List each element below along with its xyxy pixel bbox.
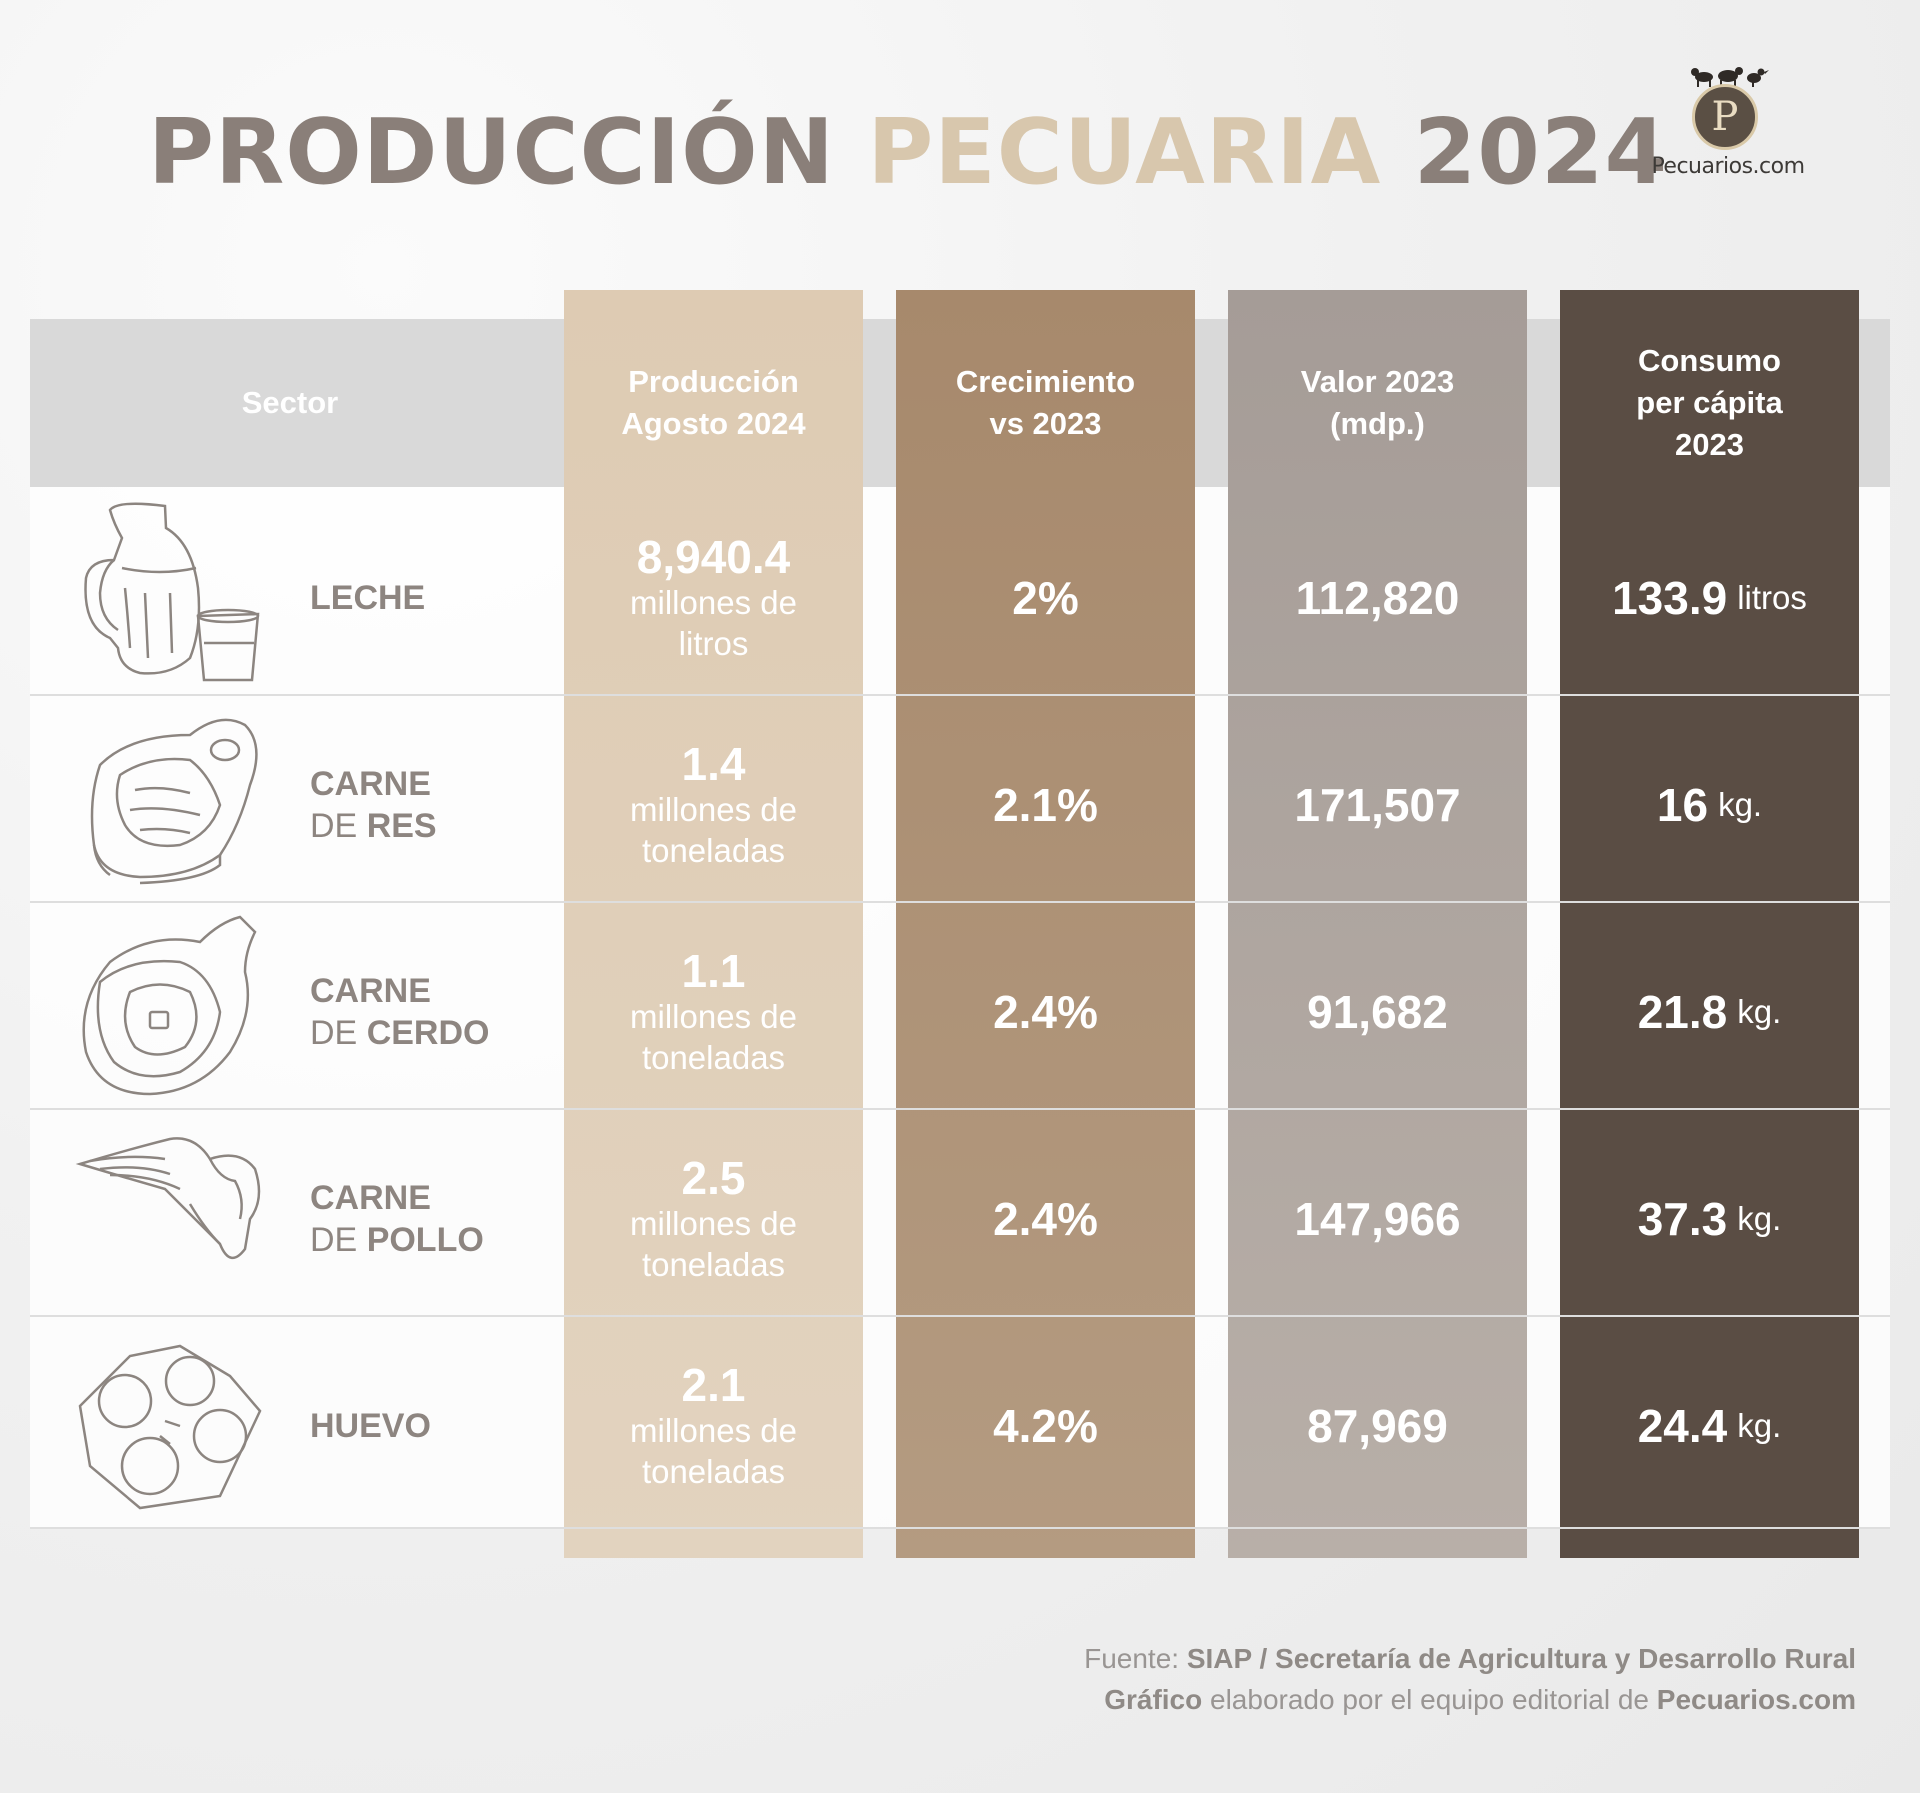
produccion-cell: 1.1 millones de toneladas bbox=[564, 908, 863, 1115]
pecuarios-logo[interactable]: P Pecuarios.com bbox=[1648, 62, 1808, 188]
ham-icon bbox=[82, 915, 257, 1096]
sector-label: LECHE bbox=[310, 494, 560, 701]
produccion-cell: 8,940.4 millones de litros bbox=[564, 494, 863, 701]
crecimiento-value: 2.1% bbox=[993, 778, 1098, 831]
consumo-value: 21.8 bbox=[1637, 985, 1728, 1038]
crecimiento-value: 4.2% bbox=[993, 1399, 1098, 1452]
farm-animals-icon bbox=[1691, 67, 1769, 87]
sector-label: CARNE DE POLLO bbox=[310, 1115, 560, 1322]
column-produccion bbox=[564, 290, 863, 1558]
sector-name-line1: CARNE bbox=[310, 764, 431, 803]
row-divider bbox=[30, 1108, 1890, 1110]
credit-bold: Gráfico bbox=[1104, 1684, 1203, 1715]
produccion-value: 2.1 bbox=[681, 1358, 746, 1411]
row-divider bbox=[30, 901, 1890, 903]
header-produccion: Producción Agosto 2024 bbox=[621, 364, 806, 441]
valor-value: 112,820 bbox=[1295, 571, 1460, 624]
valor-value: 171,507 bbox=[1294, 778, 1461, 831]
valor-value: 147,966 bbox=[1294, 1192, 1461, 1245]
milk-jug-icon bbox=[84, 502, 260, 682]
column-crecimiento bbox=[896, 290, 1195, 1558]
logo-text: Pecuarios.com bbox=[1651, 154, 1805, 179]
consumo-unit: kg. bbox=[1737, 992, 1782, 1030]
consumo-cell: 37.3 kg. bbox=[1560, 1115, 1859, 1322]
column-valor bbox=[1228, 290, 1527, 1558]
crecimiento-value: 2.4% bbox=[993, 985, 1098, 1038]
logo-badge: P bbox=[1692, 84, 1758, 150]
consumo-cell: 133.9 litros bbox=[1560, 494, 1859, 701]
beef-steak-icon bbox=[90, 718, 258, 885]
sector-name: HUEVO bbox=[310, 1406, 431, 1445]
source-line: Fuente: SIAP / Secretaría de Agricultura… bbox=[1084, 1638, 1856, 1679]
valor-value: 87,969 bbox=[1307, 1399, 1448, 1452]
egg-carton-icon bbox=[78, 1344, 262, 1510]
sector-name-line2: DE POLLO bbox=[310, 1220, 484, 1259]
sector-name-line1: CARNE bbox=[310, 1178, 431, 1217]
sector-label: CARNE DE CERDO bbox=[310, 908, 560, 1115]
consumo-value: 133.9 bbox=[1612, 571, 1728, 624]
produccion-unit: millones de litros bbox=[630, 583, 797, 662]
consumo-cell: 21.8 kg. bbox=[1560, 908, 1859, 1115]
title-part-year: 2024 bbox=[1413, 100, 1669, 205]
produccion-value: 8,940.4 bbox=[636, 530, 791, 583]
sector-name-line2: DE CERDO bbox=[310, 1013, 490, 1052]
produccion-unit: millones de toneladas bbox=[630, 1411, 797, 1490]
header-valor: Valor 2023 (mdp.) bbox=[1300, 364, 1455, 441]
consumo-unit: kg. bbox=[1737, 1199, 1782, 1237]
produccion-cell: 1.4 millones de toneladas bbox=[564, 701, 863, 908]
header-sector: Sector bbox=[241, 385, 339, 420]
title-part-pecuaria: PECUARIA bbox=[867, 100, 1382, 205]
consumo-value: 16 bbox=[1656, 778, 1709, 831]
sector-label: CARNE DE RES bbox=[310, 701, 560, 908]
consumo-cell: 16 kg. bbox=[1560, 701, 1859, 908]
title-part-produccion: PRODUCCIÓN bbox=[148, 100, 835, 205]
sector-label: HUEVO bbox=[310, 1322, 560, 1529]
sector-name-line1: CARNE bbox=[310, 971, 431, 1010]
column-consumo bbox=[1560, 290, 1859, 1558]
crecimiento-value: 2% bbox=[1012, 571, 1079, 624]
credit-text: elaborado por el equipo editorial de bbox=[1202, 1684, 1657, 1715]
chicken-wing-icon bbox=[75, 1137, 261, 1259]
consumo-unit: litros bbox=[1737, 578, 1807, 616]
consumo-value: 24.4 bbox=[1637, 1399, 1728, 1452]
row-divider bbox=[30, 1315, 1890, 1317]
source-label: Fuente: bbox=[1084, 1643, 1187, 1674]
produccion-cell: 2.1 millones de toneladas bbox=[564, 1322, 863, 1529]
sector-name: LECHE bbox=[310, 578, 426, 617]
header-crecimiento: Crecimiento vs 2023 bbox=[955, 364, 1136, 441]
produccion-unit: millones de toneladas bbox=[630, 1204, 797, 1283]
consumo-value: 37.3 bbox=[1637, 1192, 1728, 1245]
consumo-unit: kg. bbox=[1737, 1406, 1782, 1444]
credit-site[interactable]: Pecuarios.com bbox=[1656, 1684, 1856, 1715]
row-divider bbox=[30, 1527, 1890, 1529]
produccion-unit: millones de toneladas bbox=[630, 997, 797, 1076]
credit-line: Gráfico elaborado por el equipo editoria… bbox=[1084, 1679, 1856, 1720]
header-consumo: Consumo per cápita 2023 bbox=[1636, 343, 1783, 462]
sector-name-line2: DE RES bbox=[310, 806, 437, 845]
footer-credits: Fuente: SIAP / Secretaría de Agricultura… bbox=[1084, 1638, 1856, 1720]
row-divider bbox=[30, 694, 1890, 696]
produccion-unit: millones de toneladas bbox=[630, 790, 797, 869]
page-title: PRODUCCIÓN PECUARIA 2024 bbox=[148, 108, 1668, 198]
source-name: SIAP / Secretaría de Agricultura y Desar… bbox=[1186, 1643, 1856, 1674]
valor-value: 91,682 bbox=[1307, 985, 1448, 1038]
crecimiento-value: 2.4% bbox=[993, 1192, 1098, 1245]
produccion-value: 1.1 bbox=[681, 944, 746, 997]
consumo-unit: kg. bbox=[1718, 785, 1763, 823]
produccion-value: 1.4 bbox=[681, 737, 746, 790]
produccion-cell: 2.5 millones de toneladas bbox=[564, 1115, 863, 1322]
consumo-cell: 24.4 kg. bbox=[1560, 1322, 1859, 1529]
produccion-value: 2.5 bbox=[681, 1151, 746, 1204]
